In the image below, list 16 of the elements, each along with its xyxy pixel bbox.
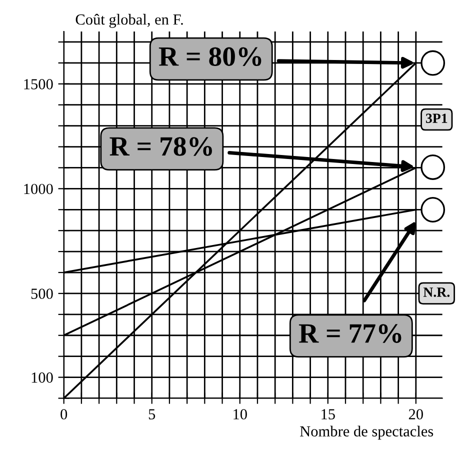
x-tick-label: 10 <box>234 409 247 420</box>
y-tick-label: 1000 <box>24 184 53 194</box>
x-tick-label: 15 <box>322 409 335 420</box>
y-tick-label: 100 <box>32 372 53 383</box>
y-tick-label: 1500 <box>24 79 53 90</box>
annotation: R = 78% <box>110 137 212 156</box>
annotation: R = 77% <box>298 324 402 343</box>
x-tick-label: 0 <box>60 409 68 420</box>
annotation: 3P1 <box>426 114 448 123</box>
x-axis-title: Nombre de spectacles <box>300 426 434 440</box>
y-tick-label: 500 <box>31 288 53 299</box>
annotation: N.R. <box>423 288 450 297</box>
x-tick-label: 5 <box>148 409 156 420</box>
annotation: R = 80% <box>158 47 262 66</box>
y-axis-title: Coût global, en F. <box>76 14 183 28</box>
x-tick-label: 20 <box>408 409 423 420</box>
